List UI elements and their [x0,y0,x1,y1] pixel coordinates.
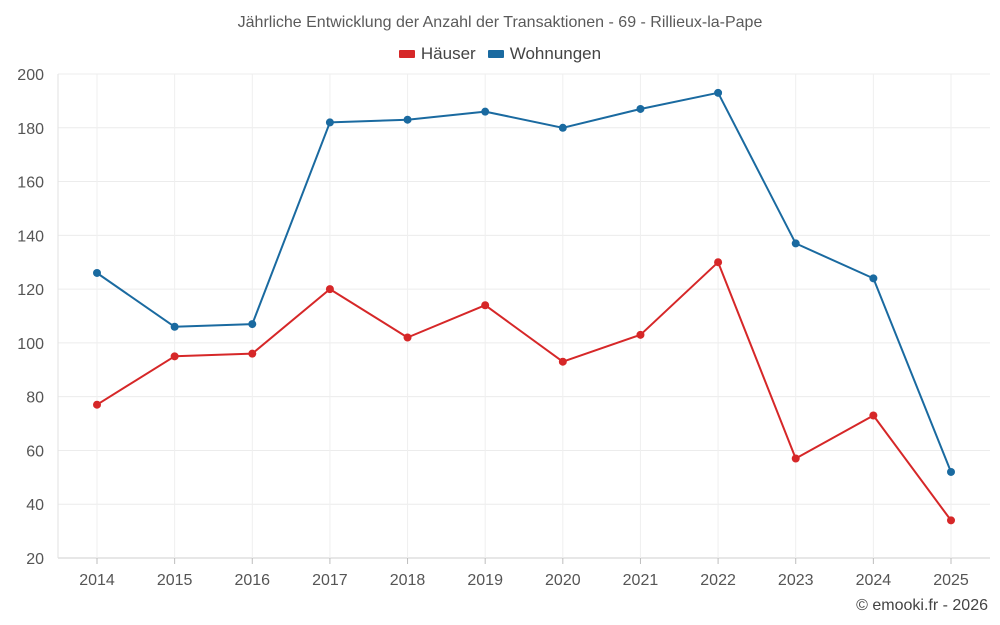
x-tick-label: 2020 [545,572,581,589]
data-point-haeuser [869,411,878,420]
legend-label-haeuser: Häuser [420,44,476,63]
legend-item-wohnungen[interactable]: Wohnungen [487,44,602,64]
series-line-wohnungen [96,91,952,473]
data-point-wohnungen [791,239,800,248]
data-point-wohnungen [714,88,723,97]
x-tick-label: 2015 [157,572,193,589]
data-point-wohnungen [558,123,567,132]
y-tick-label: 100 [17,336,44,353]
y-tick-label: 160 [17,175,44,192]
y-tick-label: 20 [26,551,44,568]
data-point-wohnungen [869,274,878,283]
data-point-haeuser [947,516,955,525]
x-tick-label: 2023 [778,572,814,589]
data-point-wohnungen [403,115,412,124]
data-point-wohnungen [947,467,955,476]
y-tick-label: 180 [17,121,44,138]
y-tick-label: 60 [26,443,44,460]
x-tick-label: 2021 [623,572,659,589]
data-point-haeuser [93,400,101,409]
y-tick-label: 140 [17,228,44,245]
copyright-text: © emooki.fr - 2026 [856,597,988,614]
data-point-haeuser [714,258,723,267]
x-tick-label: 2024 [856,572,892,589]
y-tick-label: 80 [26,390,44,407]
data-point-wohnungen [93,268,101,277]
legend: Häuser Wohnungen [0,44,1000,64]
legend-item-haeuser[interactable]: Häuser [398,44,476,64]
data-point-haeuser [170,352,179,361]
data-point-wohnungen [481,107,490,116]
chart-title: Jährliche Entwicklung der Anzahl der Tra… [237,14,763,31]
x-tick-label: 2014 [79,572,115,589]
x-tick-label: 2019 [467,572,503,589]
data-point-wohnungen [170,322,179,331]
x-tick-label: 2017 [312,572,348,589]
data-point-haeuser [558,357,567,366]
y-tick-label: 200 [17,67,44,84]
y-tick-label: 120 [17,282,44,299]
legend-label-wohnungen: Wohnungen [509,44,602,63]
data-point-haeuser [248,349,257,358]
data-point-haeuser [325,285,334,294]
x-tick-label: 2025 [933,572,969,589]
legend-swatch-haeuser [398,50,415,58]
x-tick-label: 2018 [390,572,426,589]
series-line-haeuser [96,261,952,521]
data-point-wohnungen [636,104,645,113]
data-point-haeuser [403,333,412,342]
data-point-haeuser [481,301,490,310]
data-point-haeuser [791,454,800,463]
data-point-wohnungen [325,118,334,127]
x-tick-label: 2016 [234,572,270,589]
data-point-wohnungen [248,320,257,329]
x-tick-label: 2022 [700,572,736,589]
data-point-haeuser [636,330,645,339]
y-tick-label: 40 [26,497,44,514]
legend-swatch-wohnungen [487,50,504,58]
